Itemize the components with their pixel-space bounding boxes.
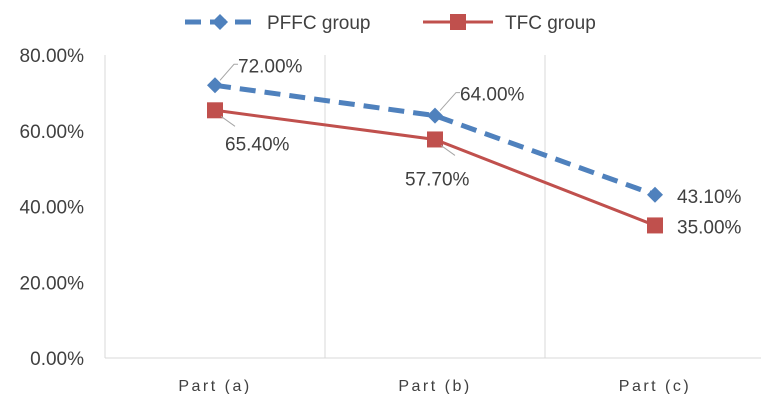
x-tick-label: Part (b)	[398, 378, 471, 394]
data-label: 35.00%	[677, 217, 742, 238]
y-tick-label: 0.00%	[30, 349, 84, 370]
series-layer	[207, 77, 663, 234]
data-label: 72.00%	[238, 56, 303, 77]
data-labels: 72.00% 64.00% 43.10% 65.40% 57.70% 35.00%	[219, 56, 742, 238]
x-axis: Part (a) Part (b) Part (c)	[178, 378, 691, 394]
legend-label: PFFC group	[267, 13, 370, 34]
data-point	[427, 131, 443, 148]
x-tick-label: Part (c)	[619, 378, 691, 394]
data-point	[647, 217, 663, 234]
data-point	[647, 186, 663, 203]
label-leader-line	[219, 63, 238, 81]
legend-item: TFC group	[423, 13, 596, 34]
legend: PFFC group TFC group	[185, 13, 596, 34]
data-point	[427, 107, 443, 124]
label-leader-line	[220, 115, 236, 127]
y-tick-label: 40.00%	[20, 198, 85, 219]
grid-lines	[104, 55, 761, 359]
data-label: 64.00%	[460, 85, 525, 106]
data-point	[207, 77, 223, 94]
y-tick-label: 60.00%	[20, 122, 85, 143]
data-label: 65.40%	[225, 134, 290, 155]
data-point	[207, 102, 223, 119]
data-point	[212, 14, 228, 30]
legend-label: TFC group	[505, 13, 596, 34]
series-line	[214, 108, 656, 227]
data-point	[450, 14, 466, 30]
y-tick-label: 80.00%	[20, 46, 85, 67]
data-label: 57.70%	[405, 169, 470, 190]
label-leader-line	[439, 92, 460, 111]
x-tick-label: Part (a)	[178, 378, 251, 394]
data-label: 43.10%	[677, 187, 742, 208]
legend-item: PFFC group	[185, 13, 370, 34]
series-line	[214, 82, 656, 198]
label-leader-line	[440, 145, 456, 156]
y-tick-label: 20.00%	[20, 273, 85, 294]
y-axis: 0.00% 20.00% 40.00% 60.00% 80.00%	[20, 46, 85, 370]
